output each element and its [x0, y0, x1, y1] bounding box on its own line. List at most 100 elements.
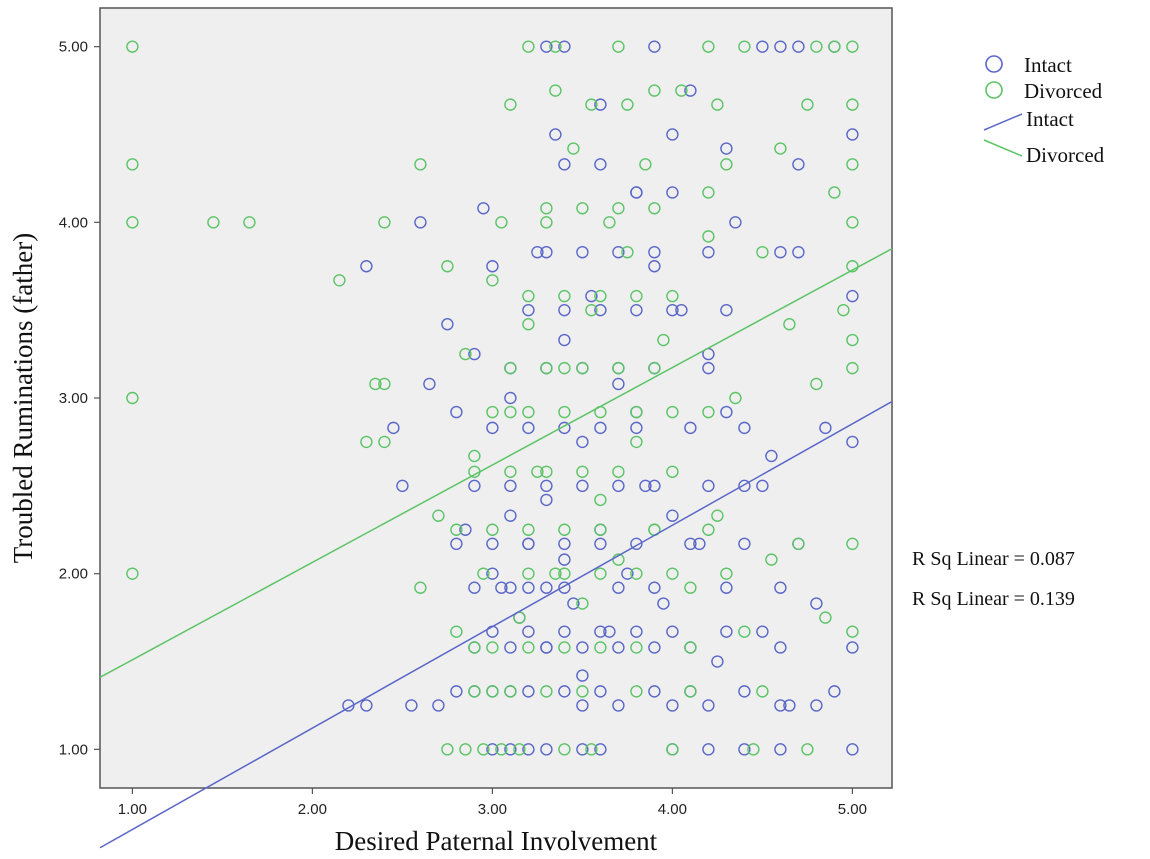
point-divorced — [702, 230, 715, 243]
fit-lines-layer — [99, 248, 893, 849]
point-divorced — [765, 553, 778, 566]
point-divorced — [792, 537, 805, 551]
point-intact — [396, 479, 409, 493]
point-intact — [360, 699, 373, 712]
point-intact — [684, 421, 697, 435]
point-intact — [702, 699, 715, 712]
point-intact — [594, 98, 607, 111]
point-divorced — [810, 40, 823, 53]
point-intact — [792, 245, 805, 259]
point-intact — [486, 567, 499, 580]
point-intact — [621, 567, 634, 580]
legend-line-intact — [983, 113, 1023, 131]
point-divorced — [846, 40, 859, 53]
point-intact — [405, 699, 418, 712]
point-intact — [630, 625, 643, 638]
point-divorced — [558, 405, 571, 419]
point-intact — [540, 493, 553, 507]
point-divorced — [378, 435, 391, 449]
point-divorced — [846, 216, 859, 229]
point-intact — [810, 597, 823, 610]
point-divorced — [666, 289, 679, 303]
point-intact — [594, 303, 607, 317]
point-divorced — [585, 303, 598, 317]
point-divorced — [126, 40, 139, 53]
point-divorced — [441, 743, 454, 756]
point-divorced — [657, 333, 670, 347]
point-divorced — [486, 523, 499, 536]
point-divorced — [594, 493, 607, 507]
point-divorced — [630, 289, 643, 303]
point-intact — [612, 641, 625, 654]
point-divorced — [612, 202, 625, 215]
point-divorced — [531, 465, 544, 478]
point-intact — [432, 699, 445, 712]
point-divorced — [594, 567, 607, 580]
point-divorced — [612, 361, 625, 375]
point-intact — [648, 479, 661, 493]
point-intact — [684, 537, 697, 551]
point-divorced — [360, 435, 373, 449]
point-divorced — [621, 245, 634, 259]
legend-marker-divorced — [985, 81, 1003, 99]
point-intact — [792, 40, 805, 53]
point-divorced — [549, 567, 562, 580]
point-divorced — [783, 318, 796, 331]
point-intact — [468, 347, 481, 361]
point-intact — [774, 581, 787, 594]
point-divorced — [603, 216, 616, 229]
legend-marker-intact — [985, 55, 1003, 73]
point-intact — [495, 581, 508, 594]
point-intact — [720, 625, 733, 638]
point-divorced — [477, 743, 490, 756]
point-divorced — [702, 40, 715, 53]
point-divorced — [594, 289, 607, 303]
point-divorced — [621, 98, 634, 111]
point-divorced — [675, 84, 688, 97]
point-intact — [648, 685, 661, 698]
point-intact — [486, 260, 499, 273]
point-divorced — [414, 581, 427, 594]
point-divorced — [450, 625, 463, 638]
point-intact — [684, 84, 697, 97]
legend-label-intact-line: Intact — [1026, 107, 1074, 131]
point-divorced — [684, 685, 697, 698]
point-divorced — [576, 597, 589, 610]
point-divorced — [540, 216, 553, 229]
point-intact — [585, 289, 598, 303]
point-divorced — [648, 84, 661, 97]
point-divorced — [540, 361, 553, 375]
point-intact — [504, 479, 517, 493]
point-intact — [693, 537, 706, 551]
point-intact — [504, 743, 517, 756]
point-intact — [558, 553, 571, 566]
point-intact — [477, 202, 490, 215]
y-tick-label: 5.00 — [59, 39, 88, 56]
point-divorced — [468, 641, 481, 654]
point-intact — [558, 158, 571, 171]
point-divorced — [648, 361, 661, 375]
point-divorced — [576, 361, 589, 375]
point-intact — [558, 685, 571, 698]
point-intact — [720, 405, 733, 419]
point-divorced — [846, 98, 859, 111]
point-divorced — [846, 625, 859, 638]
point-divorced — [846, 260, 859, 273]
point-intact — [774, 743, 787, 756]
point-divorced — [630, 641, 643, 654]
point-intact — [738, 685, 751, 698]
point-divorced — [666, 567, 679, 580]
point-intact — [594, 743, 607, 756]
point-divorced — [828, 186, 841, 199]
point-intact — [594, 625, 607, 638]
point-divorced — [828, 40, 841, 53]
point-divorced — [513, 743, 526, 756]
point-intact — [450, 537, 463, 551]
point-divorced — [126, 158, 139, 171]
point-divorced — [450, 523, 463, 536]
point-intact — [522, 581, 535, 594]
point-intact — [774, 245, 787, 259]
point-divorced — [666, 405, 679, 419]
point-intact — [666, 128, 679, 141]
point-divorced — [378, 377, 391, 391]
